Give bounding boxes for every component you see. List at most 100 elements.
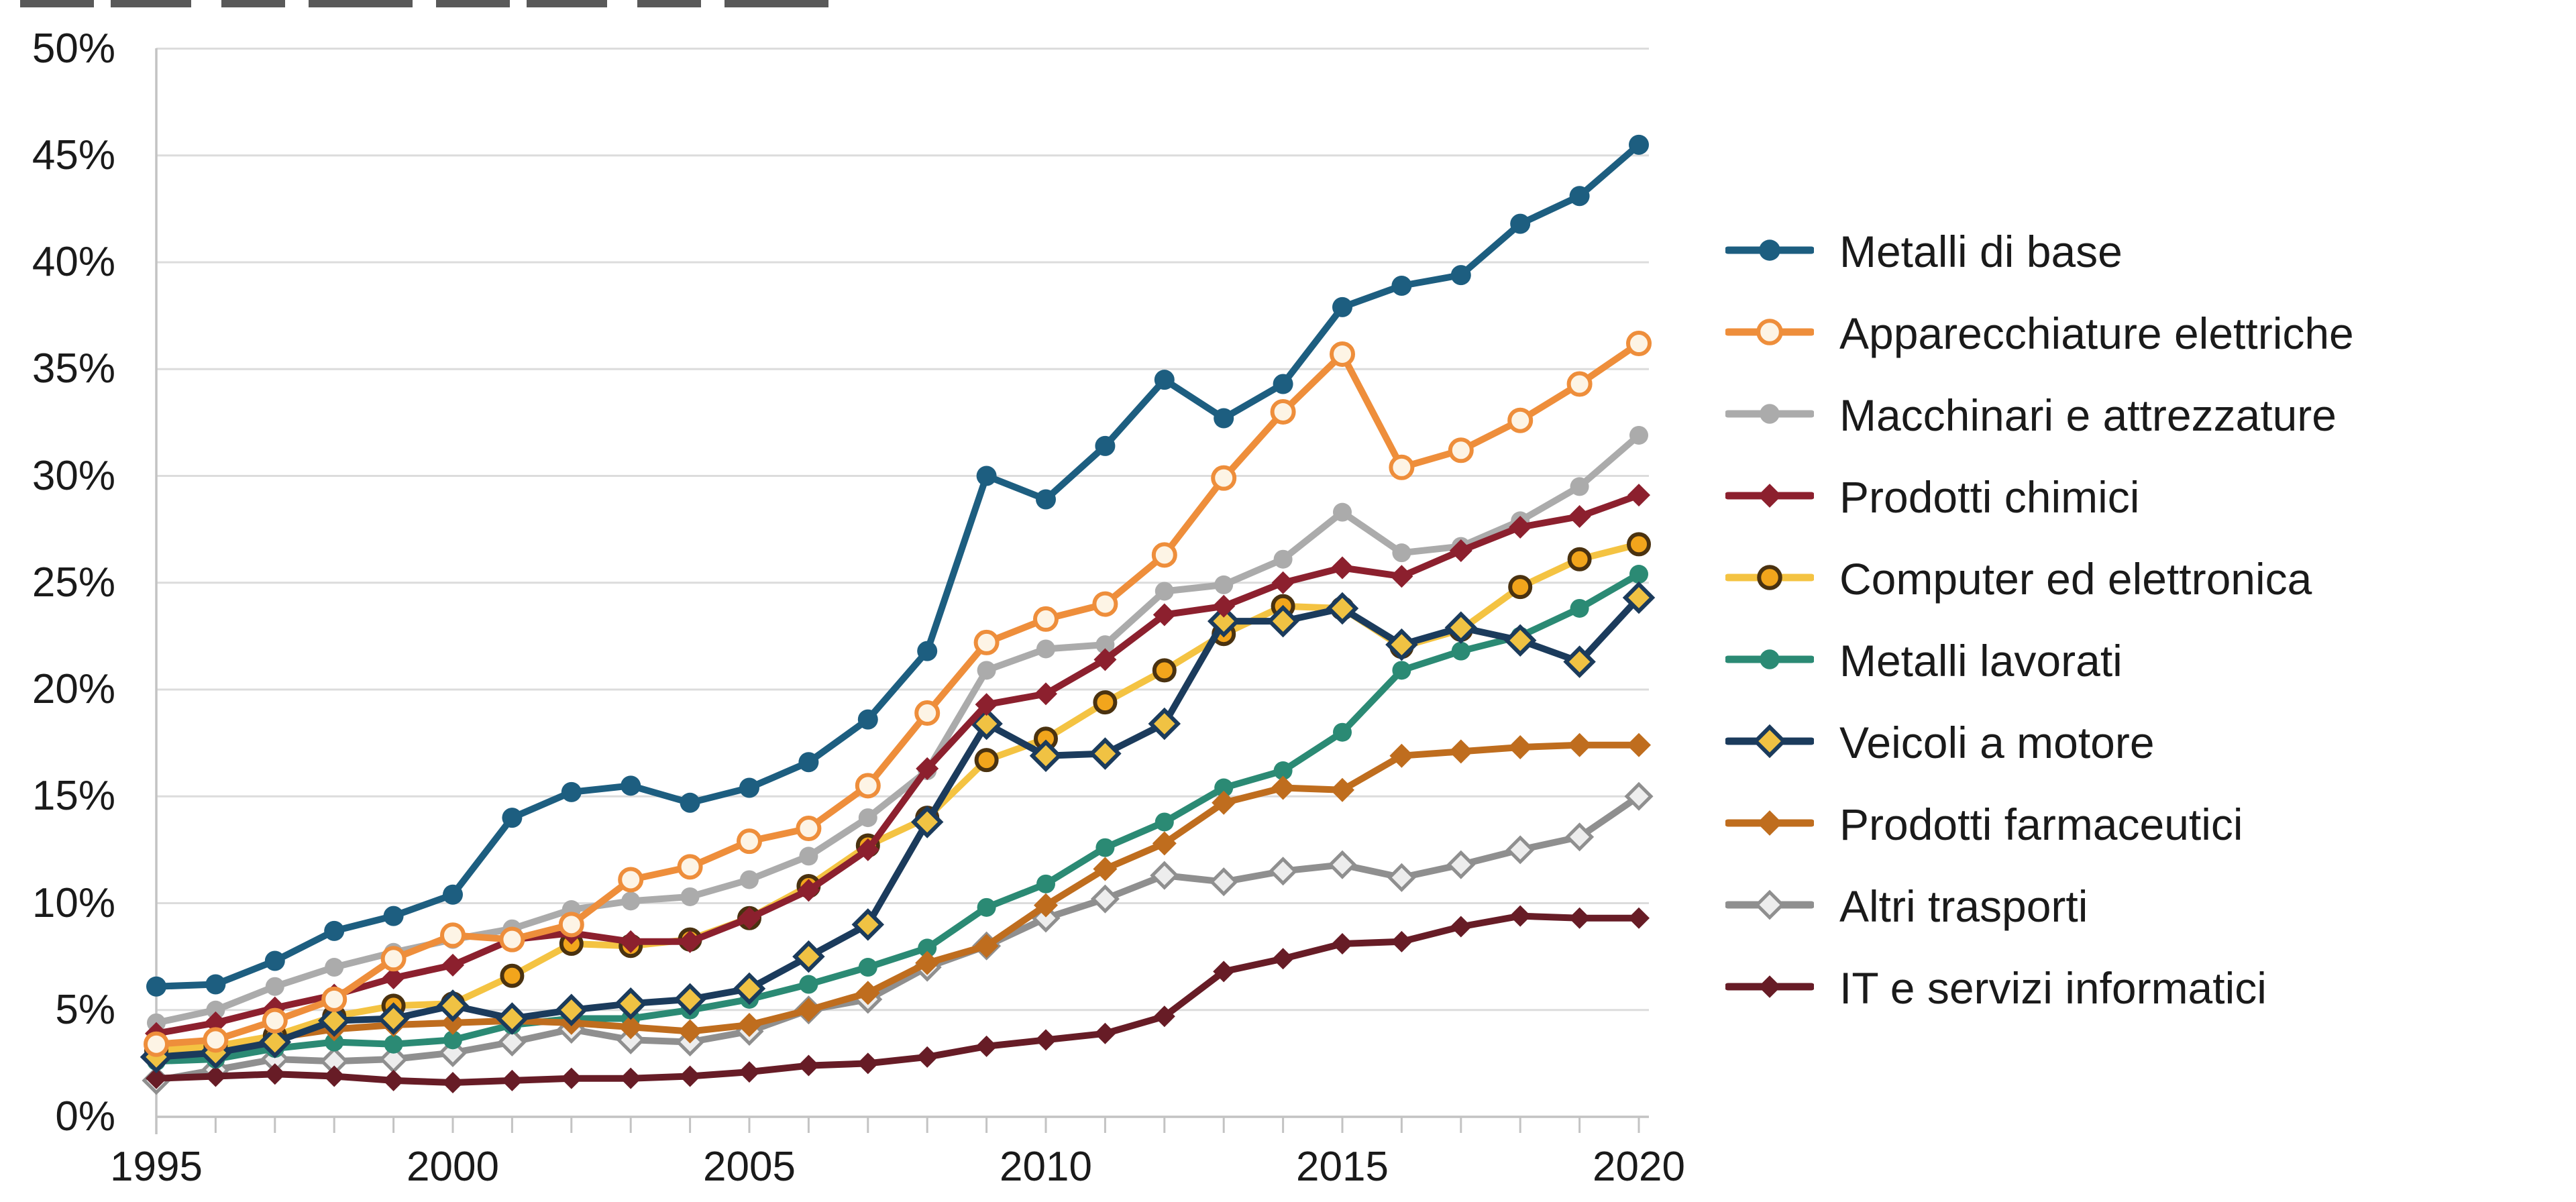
x-axis-ticks bbox=[155, 1117, 1640, 1133]
data-point-marker bbox=[910, 806, 944, 838]
data-point-marker bbox=[1151, 542, 1177, 568]
data-point-marker bbox=[1333, 502, 1352, 522]
data-point-marker bbox=[1505, 835, 1535, 865]
data-point-marker bbox=[1095, 838, 1115, 857]
legend-marker-altri-trasporti-icon bbox=[1724, 886, 1815, 927]
data-point-marker bbox=[1508, 734, 1533, 759]
data-point-marker bbox=[1570, 598, 1589, 618]
legend-item-apparecchiature-elettriche: Apparecchiature elettriche bbox=[1724, 301, 2354, 366]
data-point-marker bbox=[265, 977, 284, 996]
data-point-marker bbox=[975, 693, 998, 716]
data-point-marker bbox=[1450, 265, 1471, 286]
data-point-marker bbox=[558, 912, 584, 938]
data-point-marker bbox=[1093, 690, 1118, 715]
data-point-marker bbox=[1214, 575, 1234, 594]
data-point-marker bbox=[1444, 611, 1478, 644]
data-point-marker bbox=[792, 940, 825, 973]
y-axis-label-35: 35% bbox=[32, 345, 115, 392]
data-point-marker bbox=[1507, 407, 1534, 433]
data-point-marker bbox=[561, 781, 582, 802]
legend-marker-prodotti-farmaceutici-icon bbox=[1724, 804, 1815, 845]
legend-item-computer-ed-elettronica: Computer ed elettronica bbox=[1724, 547, 2312, 611]
data-point-marker bbox=[1624, 781, 1654, 811]
data-point-marker bbox=[851, 908, 885, 941]
series-apparecchiature-elettriche bbox=[144, 331, 1652, 1057]
data-point-marker bbox=[916, 757, 939, 780]
legend-label: Metalli lavorati bbox=[1839, 636, 2123, 686]
data-point-marker bbox=[974, 934, 999, 959]
data-point-marker bbox=[858, 958, 877, 977]
legend-item-prodotti-chimici: Prodotti chimici bbox=[1724, 465, 2139, 529]
data-point-marker bbox=[620, 1067, 642, 1089]
data-point-marker bbox=[1153, 1005, 1175, 1028]
data-point-marker bbox=[443, 1030, 462, 1050]
series-line-metalli-di-base bbox=[153, 141, 1642, 990]
data-point-marker bbox=[1569, 186, 1590, 207]
data-point-marker bbox=[146, 976, 166, 997]
data-point-marker bbox=[1095, 435, 1116, 456]
clipped-title-fragment bbox=[20, 0, 852, 7]
data-point-marker bbox=[1757, 564, 1782, 590]
data-point-marker bbox=[1214, 408, 1234, 429]
data-point-marker bbox=[799, 846, 818, 866]
series-prodotti-chimici bbox=[145, 484, 1650, 1045]
data-point-marker bbox=[499, 926, 525, 952]
data-point-marker bbox=[380, 946, 407, 972]
data-point-marker bbox=[621, 775, 641, 796]
data-point-marker bbox=[798, 752, 819, 773]
data-point-marker bbox=[1095, 635, 1115, 655]
data-point-marker bbox=[1566, 371, 1593, 397]
legend-label: Metalli di base bbox=[1839, 227, 2123, 276]
series-macchinari-e-attrezzature bbox=[147, 425, 1648, 1032]
data-point-marker bbox=[502, 808, 523, 828]
data-point-marker bbox=[1213, 961, 1235, 983]
data-point-marker bbox=[1214, 778, 1234, 798]
data-point-marker bbox=[1332, 933, 1353, 955]
data-point-marker bbox=[856, 838, 879, 861]
data-point-marker bbox=[144, 1031, 169, 1057]
data-point-marker bbox=[616, 1025, 645, 1054]
data-point-marker bbox=[1756, 318, 1783, 345]
data-point-marker bbox=[1389, 454, 1415, 480]
data-point-marker bbox=[1267, 604, 1299, 638]
data-point-marker bbox=[1448, 739, 1473, 764]
data-point-marker bbox=[1212, 594, 1236, 618]
data-point-marker bbox=[737, 828, 762, 855]
data-point-marker bbox=[323, 1065, 345, 1087]
legend-marker-macchinari-e-attrezzature-icon bbox=[1724, 395, 1815, 436]
data-point-marker bbox=[1154, 370, 1175, 390]
data-point-marker bbox=[680, 792, 700, 813]
data-point-marker bbox=[678, 930, 702, 953]
data-point-marker bbox=[1152, 603, 1176, 626]
data-point-marker bbox=[1392, 543, 1411, 563]
data-point-marker bbox=[1391, 930, 1413, 952]
y-axis-label-10: 10% bbox=[32, 879, 115, 926]
data-point-marker bbox=[325, 1032, 344, 1052]
data-point-marker bbox=[262, 1007, 288, 1034]
data-point-marker bbox=[1272, 948, 1294, 970]
data-point-marker bbox=[1389, 743, 1414, 768]
data-point-marker bbox=[384, 1034, 403, 1054]
data-point-marker bbox=[1034, 682, 1057, 706]
data-point-marker bbox=[1211, 465, 1237, 491]
data-point-marker bbox=[1273, 549, 1293, 569]
data-point-marker bbox=[917, 641, 938, 661]
data-point-marker bbox=[1269, 857, 1298, 886]
data-point-marker bbox=[976, 466, 997, 486]
data-point-marker bbox=[205, 974, 226, 995]
data-point-marker bbox=[440, 922, 466, 948]
data-point-marker bbox=[1207, 604, 1240, 638]
data-point-marker bbox=[1626, 331, 1652, 357]
legend-label: Altri trasporti bbox=[1839, 881, 2088, 931]
data-point-marker bbox=[1328, 850, 1357, 879]
data-point-marker bbox=[970, 707, 1003, 741]
data-point-marker bbox=[1391, 276, 1412, 296]
data-point-marker bbox=[1757, 810, 1782, 836]
legend-item-it-e-servizi-informatici: IT e servizi informatici bbox=[1724, 956, 2267, 1020]
data-point-marker bbox=[739, 1061, 760, 1083]
data-point-marker bbox=[1754, 889, 1785, 920]
data-point-marker bbox=[855, 773, 881, 799]
legend-marker-metalli-lavorati-icon bbox=[1724, 641, 1815, 681]
data-point-marker bbox=[614, 987, 647, 1020]
